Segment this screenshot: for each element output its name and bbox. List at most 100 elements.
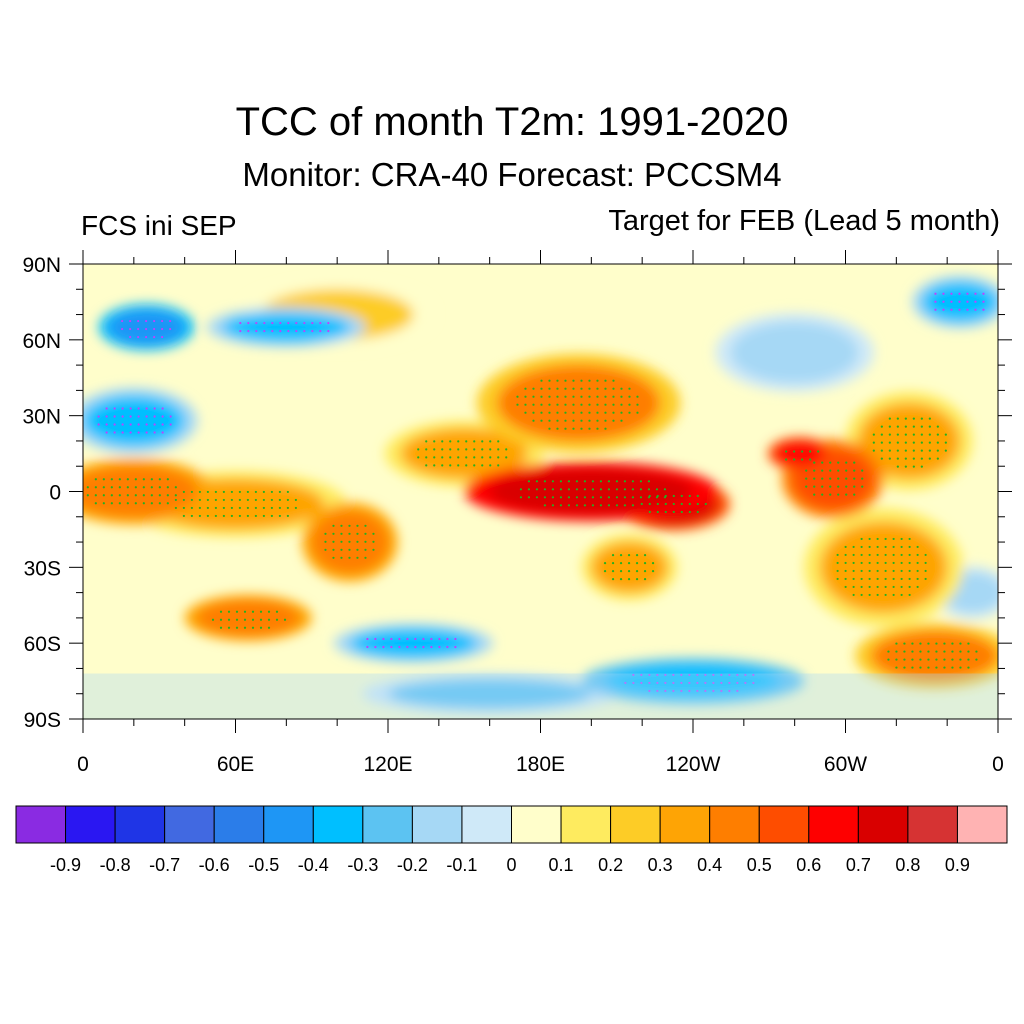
significance-dot [425,456,428,459]
significance-dot [936,441,939,444]
significance-dot [113,415,116,418]
significance-dot [121,327,124,331]
significance-dot [588,379,591,382]
significance-dots [174,490,297,518]
significance-dot [446,645,449,649]
significance-dot [888,425,891,428]
significance-dot [943,650,946,653]
significance-dot [895,650,898,653]
significance-dot [884,585,887,589]
significance-dot [651,562,655,565]
significance-dot [793,458,796,461]
significance-dot [262,506,265,510]
significance-dot [198,506,201,510]
significance-dot [943,642,946,645]
significance-dot [564,379,567,382]
significance-dot [942,292,945,295]
y-tick-label: 60N [22,330,61,353]
significance-dot [643,554,647,557]
significance-dot [457,464,460,467]
significance-dot [279,321,282,325]
colorbar-swatch [857,805,909,844]
significance-dot [575,504,579,507]
significance-dot [583,496,587,499]
significance-dot [278,498,281,502]
significance-dot [967,666,970,669]
significance-dot [473,440,476,443]
significance-dot [920,465,923,468]
significance-dot [247,321,250,325]
significance-dot [607,480,611,483]
x-tick-label: 60W [824,753,867,776]
significance-dot [158,494,161,497]
significance-dot [664,689,667,693]
significance-dot [928,433,931,436]
significance-dot [454,637,457,641]
significance-dot [950,308,953,311]
significance-dots [872,417,947,468]
significance-dot [243,610,247,613]
significance-dot [648,681,651,685]
significance-dot [904,441,907,444]
significance-dot [643,570,647,573]
significance-dot [121,431,124,434]
significance-dot [548,379,551,382]
significance-dots [519,480,667,507]
significance-dot [489,448,492,451]
significance-dot [246,506,249,510]
significance-dot [166,478,169,481]
significance-dots [805,461,864,496]
significance-dot [636,403,639,406]
significance-dot [548,387,551,390]
significance-dot [118,486,121,489]
significance-dot [912,433,915,436]
significance-dot [868,577,871,581]
significance-dot [672,494,675,498]
significance-dot [928,449,931,452]
significance-dot [892,561,895,565]
significance-dot [975,658,978,661]
significance-dot [852,569,855,573]
significance-dot [382,645,385,649]
significance-dot [94,502,97,505]
significance-dot [556,387,559,390]
colorbar-swatch [213,805,265,844]
significance-dot [643,578,647,581]
significance-dot [604,379,607,382]
significance-dot [575,480,579,483]
x-tick-label: 60E [217,753,254,776]
significance-dot [454,645,457,649]
significance-dot [648,510,651,514]
significance-dot [704,689,707,693]
significance-dot [214,498,217,502]
significance-dot [620,395,623,398]
significance-dot [105,423,108,426]
significance-dot [919,642,922,645]
significance-dot [227,618,231,621]
significance-dot [161,335,164,339]
anomaly-region [497,365,660,441]
significance-dot [623,496,627,499]
significance-dot [895,642,898,645]
significance-dot [275,618,279,621]
significance-dot [564,411,567,414]
significance-dot [433,464,436,467]
significance-dot [837,469,840,472]
significance-dot [736,673,739,677]
significance-dot [916,553,919,557]
significance-dot [604,411,607,414]
significance-dot [572,395,575,398]
significance-dots [417,440,508,467]
significance-dot [868,593,871,597]
significance-dot [655,488,659,491]
significance-dots [211,610,287,629]
significance-dot [540,403,543,406]
significance-dot [113,407,116,410]
significance-dot [631,496,635,499]
significance-dot [519,496,523,499]
significance-dot [896,457,899,460]
significance-dot [640,673,643,677]
significance-dot [271,329,274,333]
significance-dot [887,650,890,653]
significance-dot [588,395,591,398]
